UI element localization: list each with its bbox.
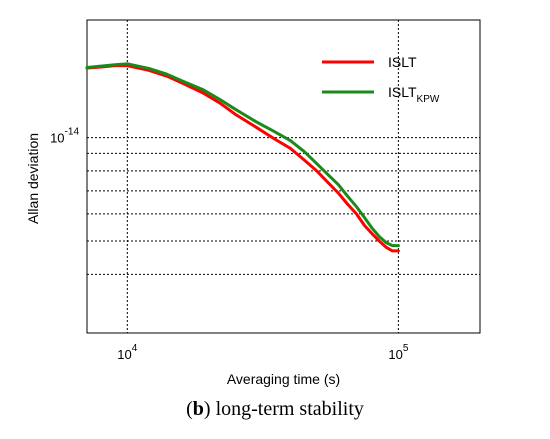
x-tick-label: 105	[388, 343, 408, 362]
plot-frame	[86, 19, 481, 334]
figure-caption: (b) long-term stability	[186, 398, 364, 420]
allan-deviation-chart: 104 105 10-14 Averaging time (s) Allan devia…	[25, 19, 481, 387]
y-tick-label: 10-14	[50, 127, 79, 146]
legend-label-2: ISLTKPW	[388, 84, 440, 105]
y-axis-title: Allan deviation	[25, 133, 41, 224]
x-axis-title: Averaging time (s)	[227, 371, 340, 387]
legend-label-1: ISLT	[388, 54, 417, 70]
series-line-1	[85, 64, 400, 253]
x-tick-label: 104	[117, 343, 137, 362]
caption-letter: b	[192, 398, 204, 420]
series-line-2	[85, 62, 400, 248]
